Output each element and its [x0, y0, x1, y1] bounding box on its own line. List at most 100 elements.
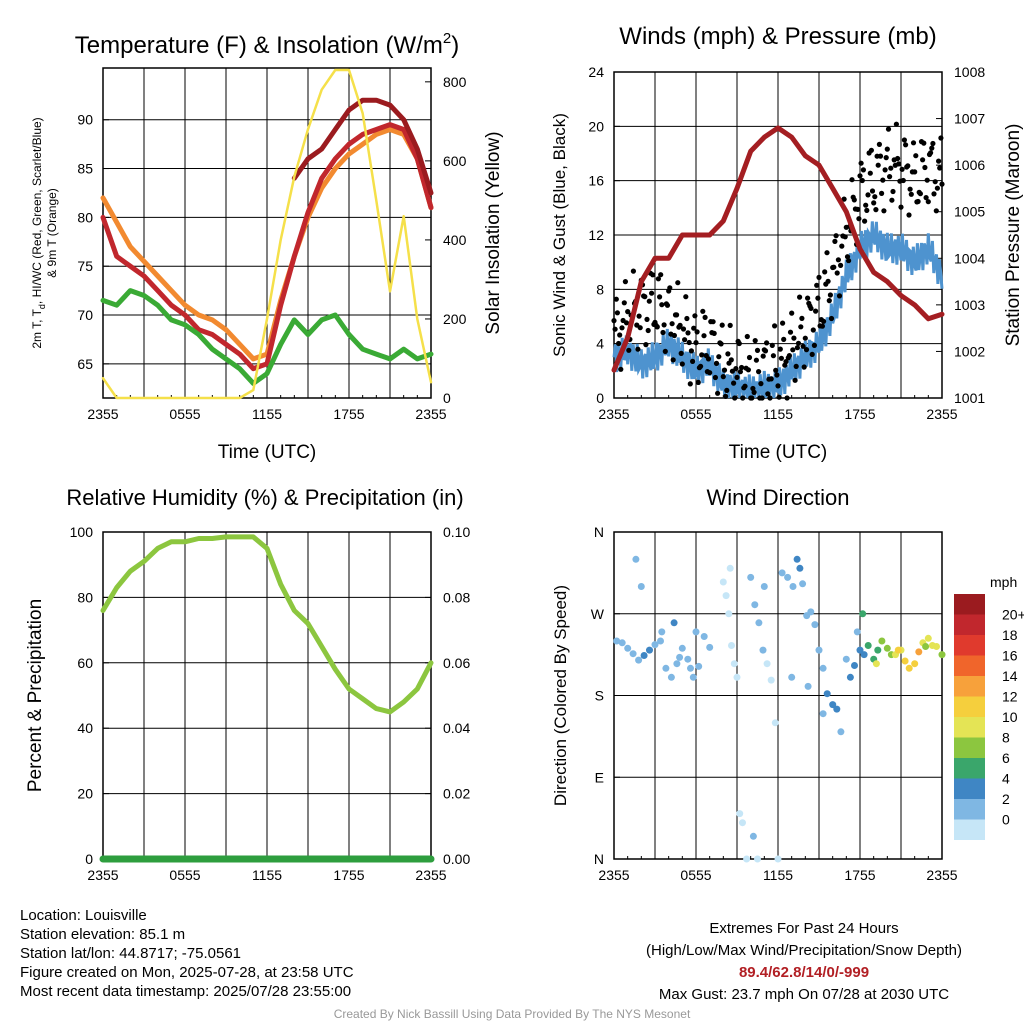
direction-point [651, 641, 659, 649]
gust-dot [922, 164, 928, 171]
gust-dot [901, 137, 908, 143]
gust-dot [659, 302, 665, 308]
gust-dot [789, 310, 795, 316]
gust-dot [682, 337, 688, 343]
elevation-label: Station elevation: 85.1 m [20, 926, 186, 943]
x-tick-label: 2355 [87, 867, 118, 883]
gust-dot [809, 351, 815, 357]
gust-dot [798, 324, 804, 330]
gust-dot [739, 364, 745, 371]
y-axis-label-line2: & 9m T (Orange) [45, 188, 59, 278]
direction-point [678, 644, 686, 652]
direction-point [793, 555, 801, 563]
gust-dot [907, 186, 913, 192]
gust-dot [660, 329, 666, 336]
direction-point [670, 619, 678, 627]
direction-point [632, 555, 640, 563]
colorbar-label: 6 [1002, 750, 1010, 766]
direction-point [676, 653, 684, 661]
y-tick-label: 8 [596, 281, 604, 297]
x-tick-label: 2355 [415, 406, 446, 422]
gust-dot [661, 322, 667, 328]
gust-dot [626, 347, 632, 353]
gust-dot [900, 177, 906, 184]
gust-dot [777, 346, 783, 352]
direction-point [789, 583, 797, 590]
gust-dot [856, 216, 862, 222]
gust-dot [727, 322, 733, 328]
colorbar-swatch [954, 594, 985, 615]
gust-dot [623, 320, 630, 326]
y2-tick-label: 1007 [954, 111, 985, 127]
gust-dot [713, 360, 720, 366]
y-tick-label: W [591, 606, 605, 622]
y-tick-label: 24 [588, 64, 604, 80]
direction-point [856, 646, 864, 654]
gust-dot [882, 167, 888, 173]
gust-dot [646, 298, 652, 304]
gust-dot [939, 181, 945, 187]
gust-dot [695, 379, 701, 385]
gust-dot [737, 369, 744, 375]
colorbar-swatch [954, 819, 985, 840]
title-end: ) [451, 32, 459, 59]
gust-dot [838, 262, 844, 268]
direction-point [922, 643, 930, 650]
direction-point [788, 673, 796, 681]
gust-dot [664, 302, 671, 308]
gust-dot [732, 395, 738, 401]
gust-dot [810, 327, 816, 333]
y-tick-label: 60 [77, 655, 93, 671]
direction-point [823, 690, 831, 698]
direction-point [667, 673, 675, 681]
direction-point [736, 810, 744, 818]
gust-dot [784, 395, 790, 401]
gust-dot [772, 323, 778, 329]
direction-point [726, 564, 734, 572]
gust-dot [686, 339, 692, 346]
direction-point [799, 580, 807, 588]
direction-point [874, 646, 882, 654]
gust-dot [857, 173, 863, 179]
y2-tick-label: 0.08 [443, 589, 470, 605]
gust-dot [826, 298, 832, 304]
y-tick-label: N [594, 524, 604, 540]
gust-dot [802, 335, 808, 341]
sonic-wind-line [612, 221, 944, 400]
colorbar-label: 16 [1002, 648, 1018, 664]
y-axis-label: Sonic Wind & Gust (Blue, Black) [550, 113, 569, 357]
gust-dot [929, 145, 935, 151]
y-label-part: 2m T, T [30, 308, 44, 348]
gust-dot [685, 330, 691, 336]
gust-dot [896, 161, 902, 167]
gust-dot [670, 357, 676, 363]
gust-dot [762, 348, 769, 354]
gust-dot [865, 192, 871, 198]
extremes-block: Extremes For Past 24 Hours (High/Low/Max… [604, 918, 1004, 1006]
direction-point [662, 664, 670, 672]
gust-dot [778, 355, 785, 361]
gust-dot [844, 254, 851, 260]
y-tick-label: 40 [77, 720, 93, 736]
direction-point [811, 621, 819, 629]
gust-dot [776, 394, 782, 400]
chart-title: Winds (mph) & Pressure (mb) [619, 23, 936, 50]
gust-dot [612, 326, 618, 332]
gust-dot [752, 338, 758, 344]
gust-dot [877, 153, 884, 159]
y-label-part: , HI/WC (Red, Green, Scarlet/Blue) [30, 117, 44, 304]
gust-dot [797, 294, 803, 300]
gust-dot [849, 177, 855, 183]
direction-point [657, 637, 664, 645]
direction-point [837, 728, 845, 736]
direction-point [743, 855, 751, 863]
gust-dot [768, 376, 774, 382]
gust-dot [643, 342, 649, 348]
gust-dot [859, 177, 865, 184]
extremes-subtitle: (High/Low/Max Wind/Precipitation/Snow De… [646, 942, 962, 959]
direction-point [804, 682, 812, 690]
gust-dot [680, 326, 687, 332]
direction-point [819, 664, 827, 672]
direction-point [860, 651, 868, 659]
